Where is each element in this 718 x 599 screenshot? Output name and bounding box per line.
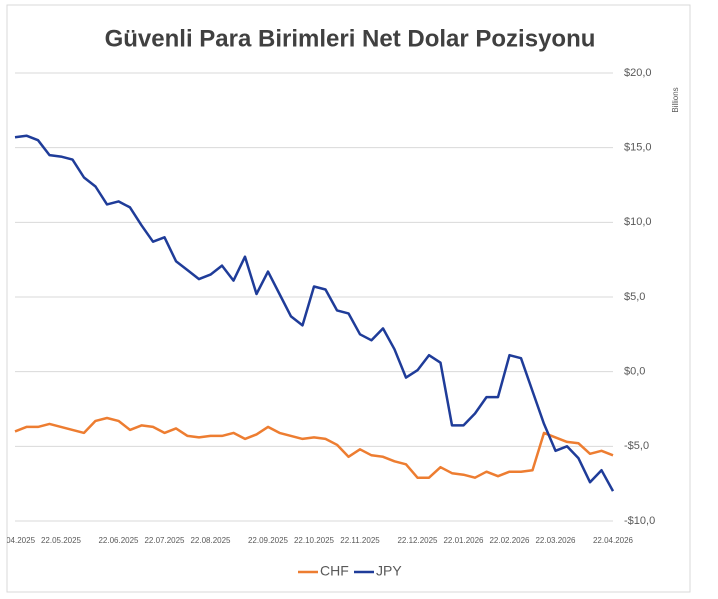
x-tick-label: 22.02.2026 (489, 536, 530, 545)
x-tick-label: 22.04.2025 (0, 536, 36, 545)
y-unit-label: Billions (671, 87, 680, 112)
x-tick-label: 22.10.2025 (294, 536, 335, 545)
x-tick-label: 22.01.2026 (443, 536, 484, 545)
x-tick-label: 22.09.2025 (248, 536, 289, 545)
y-tick-label: $5,0 (624, 291, 645, 303)
series-line (14, 416, 614, 479)
legend-label: JPY (376, 563, 402, 579)
x-tick-label: 22.06.2025 (98, 536, 139, 545)
series-line (14, 134, 615, 492)
x-tick-label: 22.08.2025 (190, 536, 231, 545)
plot: Güvenli Para Birimleri Net Dolar Pozisyo… (0, 25, 680, 579)
legend-label: CHF (320, 563, 349, 579)
x-tick-label: 22.07.2025 (144, 536, 185, 545)
x-tick-label: 22.12.2025 (397, 536, 438, 545)
y-tick-label: -$5,0 (624, 440, 649, 452)
y-tick-label: $20,0 (624, 67, 652, 79)
chart-title: Güvenli Para Birimleri Net Dolar Pozisyo… (105, 25, 596, 52)
y-tick-label: $0,0 (624, 366, 645, 378)
y-tick-label: -$10,0 (624, 515, 655, 527)
x-tick-label: 22.04.2026 (593, 536, 634, 545)
y-tick-label: $15,0 (624, 142, 652, 154)
x-tick-label: 22.05.2025 (41, 536, 82, 545)
chart-border (6, 4, 691, 593)
x-tick-label: 22.11.2025 (340, 536, 380, 545)
y-tick-label: $10,0 (624, 216, 652, 228)
x-tick-label: 22.03.2026 (535, 536, 576, 545)
